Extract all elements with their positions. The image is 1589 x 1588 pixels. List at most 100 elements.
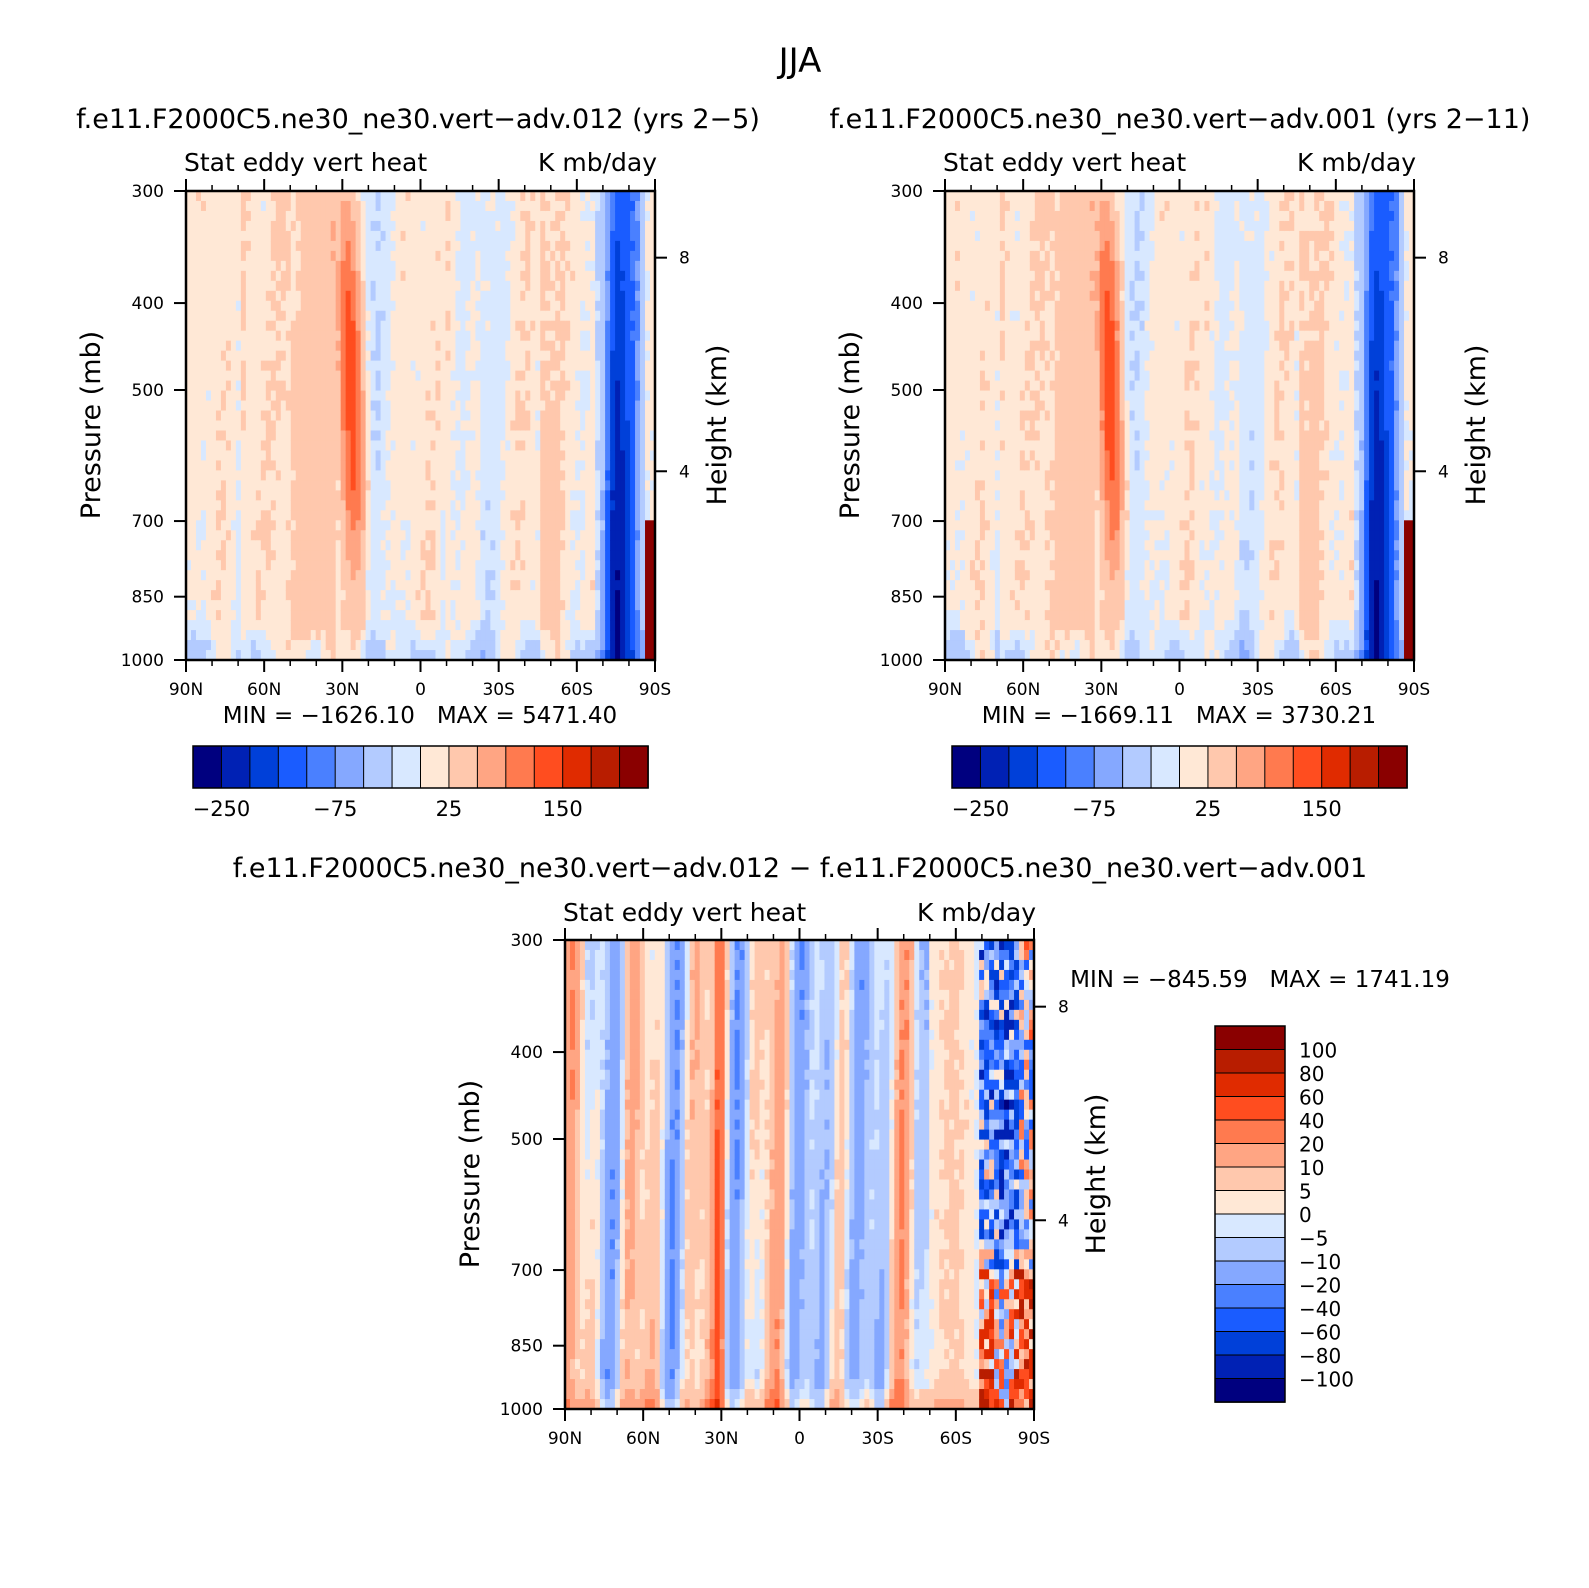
contour-cell	[600, 520, 606, 531]
contour-cell	[400, 280, 407, 292]
contour-cell	[345, 300, 352, 312]
contour-cell	[520, 640, 526, 651]
contour-cell	[410, 420, 417, 432]
contour-cell	[365, 230, 372, 242]
contour-cell	[600, 580, 606, 591]
contour-cell	[250, 650, 257, 660]
contour-cell	[989, 530, 996, 541]
contour-cell	[195, 650, 202, 660]
contour-cell	[270, 300, 277, 312]
contour-cell	[610, 220, 616, 232]
colorbar-swatch	[619, 745, 649, 789]
contour-cell	[300, 370, 307, 382]
contour-cell	[375, 210, 382, 222]
contour-cell	[565, 610, 571, 621]
contour-cell	[620, 530, 626, 541]
contour-cell	[330, 360, 337, 372]
contour-cell	[610, 270, 616, 282]
contour-cell	[215, 300, 222, 312]
contour-cell	[480, 310, 486, 322]
contour-cell	[555, 280, 561, 292]
contour-cell	[575, 310, 581, 322]
contour-cell	[235, 230, 242, 242]
contour-cell	[560, 280, 566, 292]
contour-cell	[600, 380, 606, 392]
contour-cell	[625, 620, 631, 631]
contour-cell	[275, 650, 282, 660]
contour-cell	[645, 370, 651, 382]
contour-cell	[555, 430, 561, 442]
contour-cell	[195, 240, 202, 252]
contour-cell	[505, 390, 511, 402]
contour-cell	[270, 610, 277, 621]
contour-cell	[195, 360, 202, 372]
contour-cell	[460, 540, 466, 551]
contour-cell	[945, 640, 951, 651]
contour-cell	[525, 230, 531, 242]
contour-cell	[440, 490, 447, 501]
contour-cell	[600, 470, 606, 481]
contour-cell	[490, 620, 496, 631]
contour-cell	[320, 350, 327, 362]
contour-cell	[460, 470, 466, 481]
contour-cell	[475, 370, 481, 382]
contour-cell	[650, 250, 655, 262]
contour-cell	[505, 470, 511, 481]
contour-cell	[585, 240, 591, 252]
contour-cell	[395, 650, 402, 660]
contour-cell	[974, 630, 981, 641]
contour-cell	[245, 360, 252, 372]
contour-cell	[575, 350, 581, 362]
contour-cell	[320, 500, 327, 511]
contour-cell	[186, 650, 192, 660]
contour-cell	[989, 390, 996, 402]
contour-cell	[630, 320, 636, 332]
contour-cell	[650, 590, 655, 601]
contour-cell	[395, 530, 402, 541]
contour-cell	[974, 450, 981, 462]
contour-cell	[530, 460, 536, 472]
contour-cell	[345, 600, 352, 611]
contour-cell	[210, 650, 217, 660]
contour-cell	[460, 240, 466, 252]
contour-cell	[575, 210, 581, 222]
contour-cell	[500, 310, 506, 322]
contour-cell	[310, 630, 317, 641]
contour-cell	[540, 570, 546, 581]
contour-cell	[505, 300, 511, 312]
contour-cell	[979, 370, 986, 382]
contour-cell	[290, 250, 297, 262]
contour-cell	[285, 450, 292, 462]
contour-cell	[470, 640, 476, 651]
contour-cell	[400, 370, 407, 382]
contour-cell	[545, 550, 551, 561]
contour-cell	[190, 640, 197, 651]
contour-cell	[320, 610, 327, 621]
contour-cell	[255, 590, 262, 601]
contour-cell	[550, 390, 556, 402]
contour-cell	[630, 370, 636, 382]
contour-cell	[220, 600, 227, 611]
contour-cell	[480, 191, 486, 202]
contour-cell	[959, 370, 966, 382]
contour-cell	[565, 620, 571, 631]
contour-cell	[225, 570, 232, 581]
contour-cell	[450, 600, 457, 611]
contour-cell	[325, 200, 332, 212]
contour-cell	[240, 470, 247, 481]
contour-cell	[230, 420, 237, 432]
contour-cell	[365, 350, 372, 362]
contour-cell	[465, 450, 471, 462]
contour-cell	[949, 400, 956, 412]
contour-cell	[984, 310, 991, 322]
contour-cell	[974, 390, 981, 402]
contour-cell	[200, 430, 207, 442]
contour-cell	[485, 570, 491, 581]
contour-cell	[350, 380, 357, 392]
contour-cell	[450, 250, 457, 262]
contour-cell	[949, 191, 956, 202]
contour-cell	[335, 440, 342, 452]
contour-cell	[949, 230, 956, 242]
contour-cell	[979, 450, 986, 462]
contour-cell	[974, 220, 981, 232]
